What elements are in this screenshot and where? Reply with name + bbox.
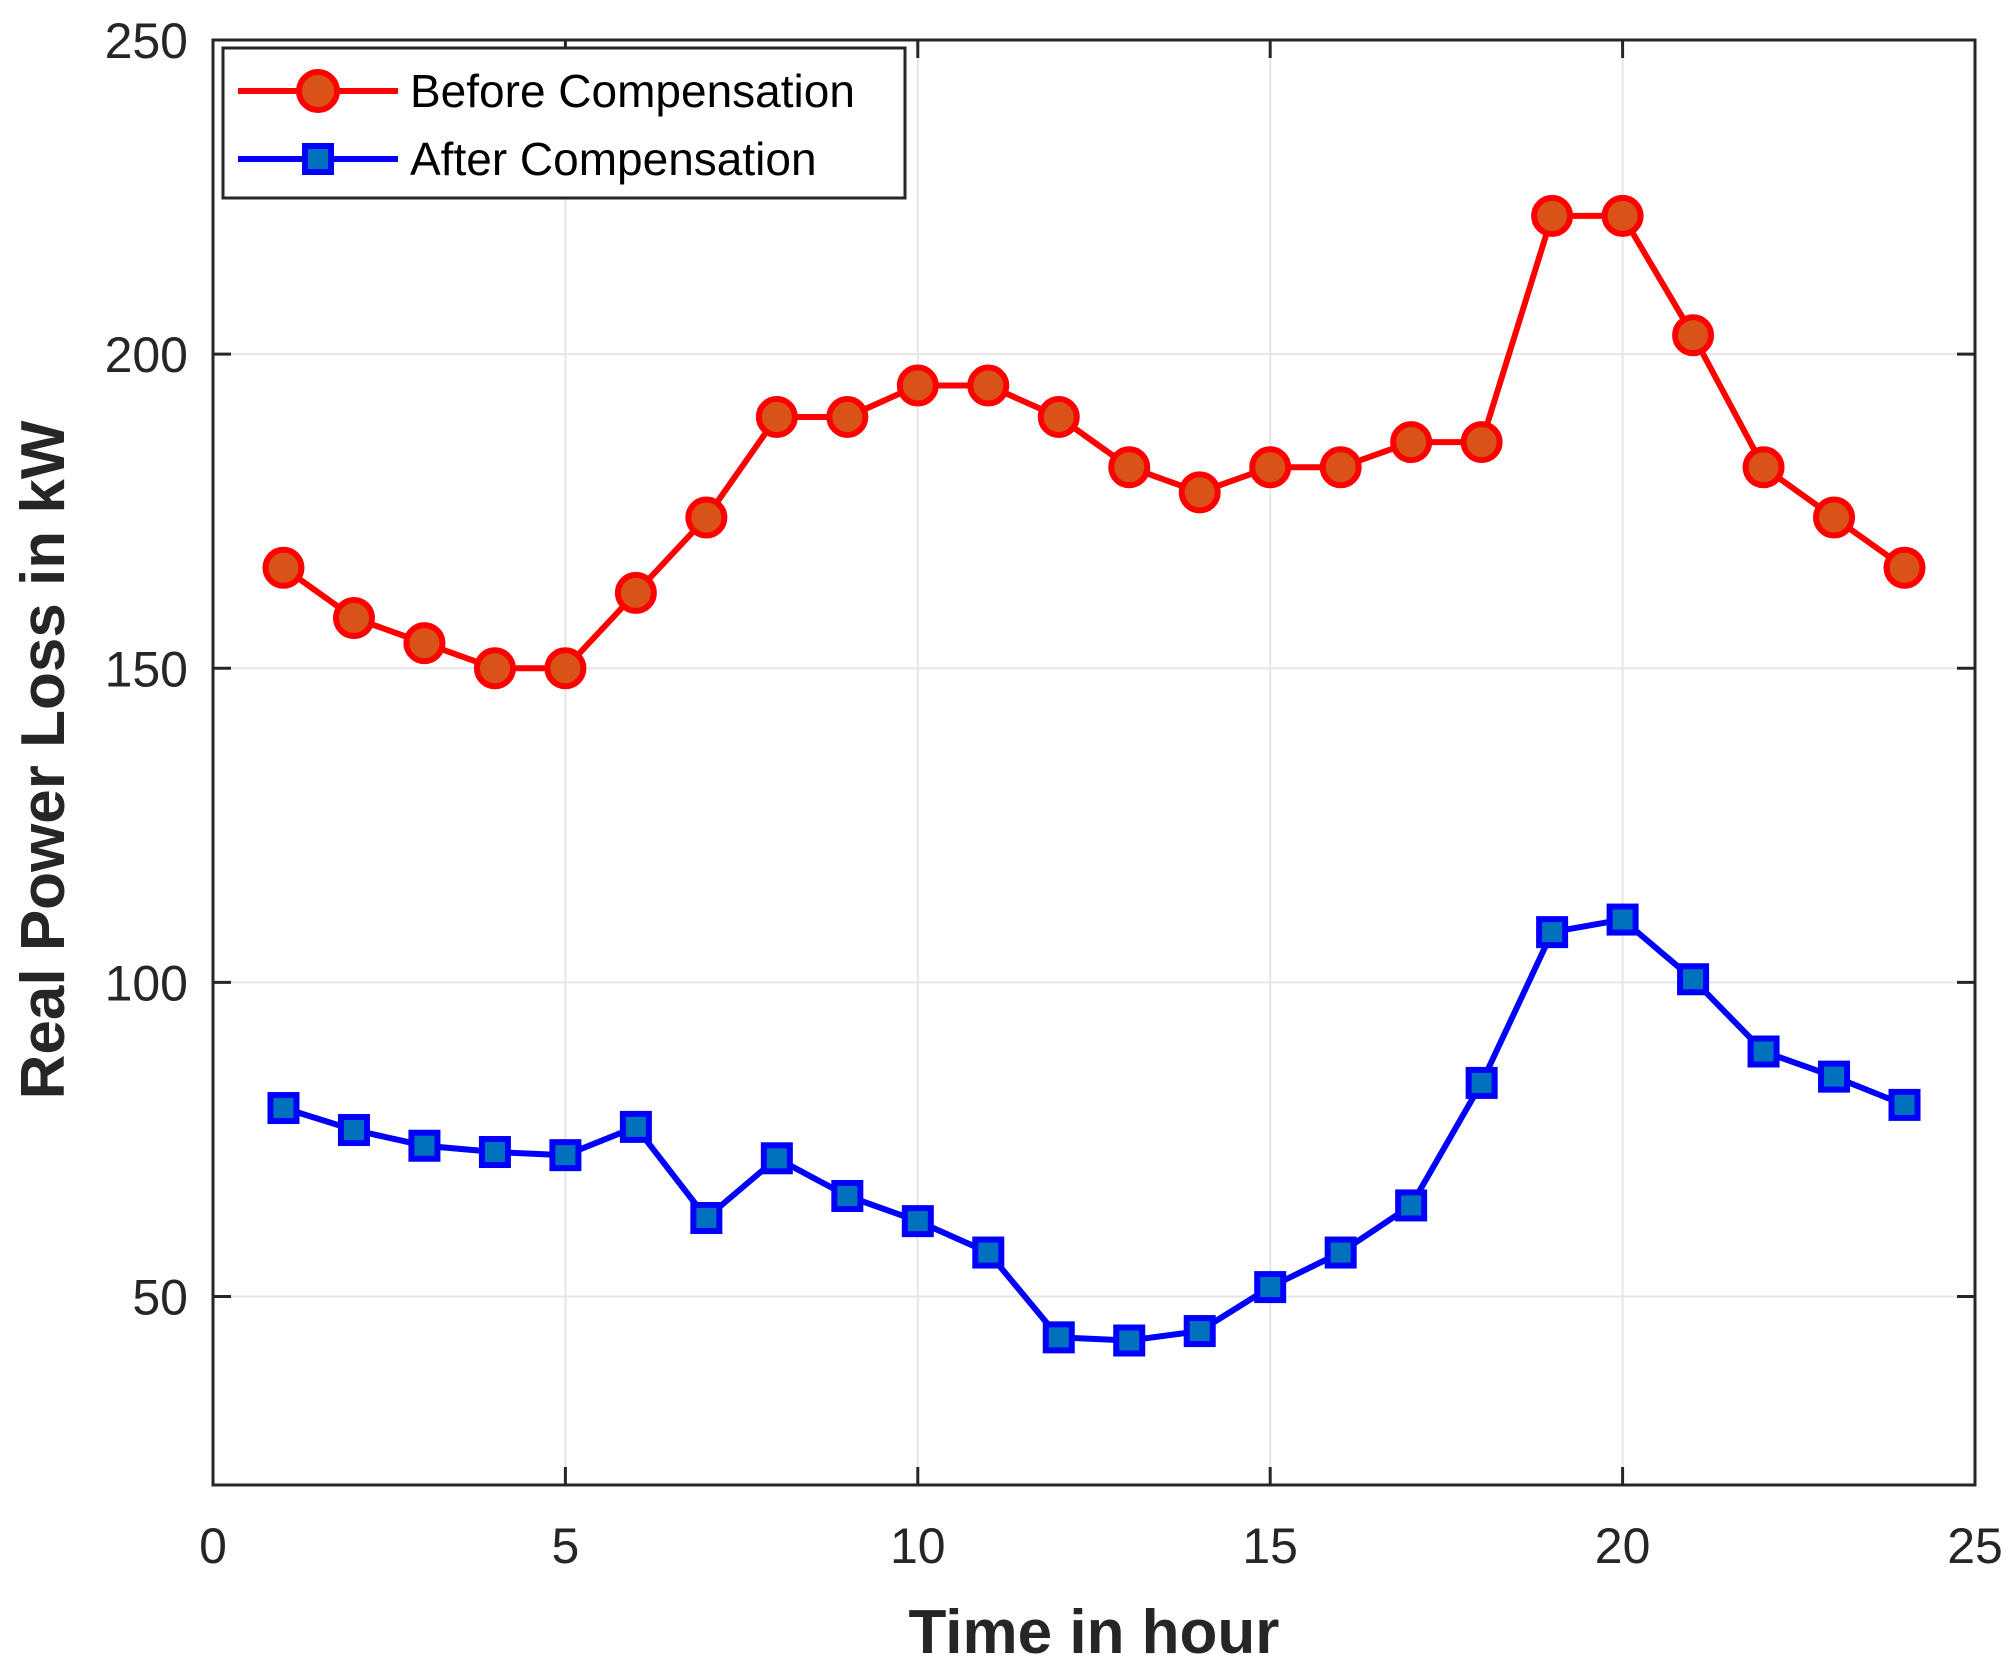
plot-frame [211,38,1977,1487]
data-point-after-compensation-17 [1395,1189,1428,1222]
y-tick-label-100: 100 [105,955,188,1011]
data-point-before-compensation-13 [1108,446,1151,489]
data-point-before-compensation-9 [826,395,869,438]
data-point-before-compensation-2 [332,597,375,639]
plot-background [213,40,1975,1485]
y-tick-label-50: 50 [132,1270,188,1326]
data-point-before-compensation-8 [755,395,798,438]
data-point-before-compensation-21 [1672,314,1715,357]
x-axis-title: Time in hour [909,1598,1280,1667]
data-point-after-compensation-6 [619,1110,652,1143]
data-point-before-compensation-1 [262,546,305,589]
data-point-after-compensation-22 [1747,1035,1780,1068]
x-tick-label-15: 15 [1242,1518,1298,1574]
data-point-before-compensation-22 [1742,446,1785,489]
data-point-before-compensation-18 [1460,421,1503,464]
data-point-after-compensation-15 [1254,1271,1287,1304]
x-tick-label-25: 25 [1947,1518,2003,1574]
data-point-before-compensation-7 [685,496,728,539]
data-point-after-compensation-3 [408,1129,441,1162]
y-tick-label-250: 250 [105,13,188,69]
data-point-after-compensation-20 [1606,903,1639,936]
x-tick-label-0: 0 [199,1518,227,1574]
data-point-before-compensation-20 [1601,194,1644,237]
x-tick-label-5: 5 [551,1518,579,1574]
data-point-before-compensation-16 [1319,446,1362,489]
data-point-before-compensation-12 [1037,395,1080,438]
data-point-after-compensation-21 [1677,963,1710,996]
data-point-before-compensation-15 [1249,446,1292,489]
data-point-after-compensation-23 [1818,1060,1851,1093]
data-point-after-compensation-13 [1113,1324,1146,1357]
legend-label-before-compensation: Before Compensation [410,65,855,117]
x-tick-label-10: 10 [890,1518,946,1574]
data-point-before-compensation-14 [1178,471,1221,514]
data-point-before-compensation-5 [544,647,587,690]
data-point-after-compensation-4 [478,1136,511,1169]
data-point-after-compensation-5 [549,1139,582,1172]
series-after-compensation [267,903,1921,1357]
data-point-after-compensation-2 [337,1114,370,1147]
data-point-before-compensation-17 [1390,421,1433,464]
data-point-before-compensation-23 [1813,496,1856,539]
data-point-before-compensation-24 [1883,546,1926,589]
data-point-after-compensation-19 [1536,916,1569,949]
data-point-after-compensation-11 [972,1236,1005,1269]
y-tick-label-200: 200 [105,327,188,383]
series-layer [262,194,1926,1357]
y-axis-title: Real Power Loss in kW [9,420,78,1099]
data-point-before-compensation-11 [967,364,1010,407]
data-point-after-compensation-1 [267,1092,300,1125]
data-point-after-compensation-7 [690,1201,723,1234]
data-point-after-compensation-12 [1042,1321,1075,1354]
data-point-before-compensation-6 [614,571,657,614]
data-point-before-compensation-4 [473,647,516,690]
y-tick-label-150: 150 [105,641,188,697]
x-tick-label-20: 20 [1595,1518,1651,1574]
data-point-before-compensation-19 [1531,194,1574,237]
data-point-before-compensation-3 [403,622,446,665]
data-point-after-compensation-16 [1324,1236,1357,1269]
data-point-after-compensation-9 [831,1180,864,1212]
legend-label-after-compensation: After Compensation [410,133,817,185]
data-point-after-compensation-24 [1888,1088,1921,1121]
legend-marker-before-compensation [296,69,340,113]
data-point-after-compensation-10 [901,1205,934,1238]
data-point-after-compensation-14 [1183,1315,1216,1348]
legend-box [221,46,907,200]
data-point-before-compensation-10 [896,364,939,407]
data-point-after-compensation-18 [1465,1066,1498,1099]
data-point-after-compensation-8 [760,1142,793,1175]
legend: Before Compensation After Compensation [221,46,907,200]
tick-labels: 0 5 10 15 20 25 50 100 150 200 250 [105,13,2003,1574]
series-before-compensation [262,194,1926,690]
legend-marker-after-compensation [302,143,334,175]
